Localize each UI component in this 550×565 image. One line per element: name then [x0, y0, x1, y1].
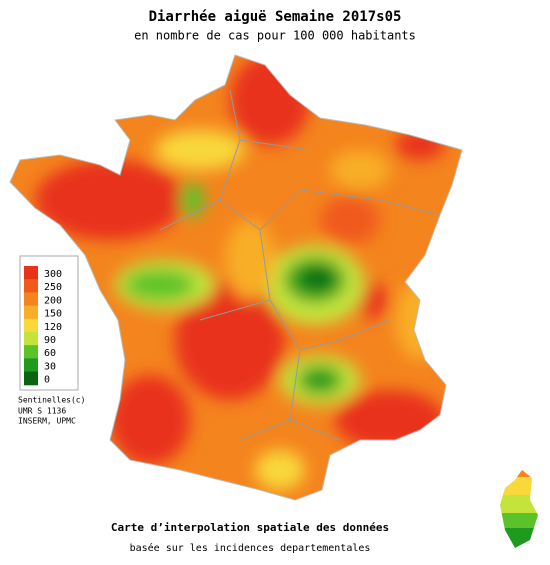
legend-swatch	[24, 371, 38, 386]
legend-swatch	[24, 345, 38, 359]
legend-swatch	[24, 332, 38, 346]
legend-label: 30	[44, 361, 56, 372]
legend-swatch	[24, 358, 38, 373]
legend-swatch	[24, 279, 38, 293]
legend-swatch	[24, 266, 38, 280]
footer-subtitle: basée sur les incidences departementales	[130, 542, 371, 554]
legend-swatch	[24, 305, 38, 320]
credit: UMR S 1136	[18, 407, 66, 416]
legend-label: 200	[44, 295, 62, 306]
credit: Sentinelles(c)	[18, 396, 85, 405]
footer-title: Carte d’interpolation spatiale des donné…	[111, 521, 389, 534]
legend-label: 250	[44, 282, 62, 293]
legend-label: 60	[44, 348, 56, 359]
corsica-map	[500, 470, 538, 548]
france-outline	[9, 54, 463, 501]
subtitle: en nombre de cas pour 100 000 habitants	[134, 29, 416, 43]
legend-swatch	[24, 292, 38, 307]
legend-label: 0	[44, 375, 50, 386]
legend-swatch	[24, 318, 38, 333]
legend-label: 150	[44, 309, 62, 320]
title: Diarrhée aiguë Semaine 2017s05	[149, 9, 402, 25]
legend-label: 90	[44, 335, 56, 346]
credit: INSERM, UPMC	[18, 417, 76, 426]
legend-label: 300	[44, 269, 62, 280]
legend-label: 120	[44, 322, 62, 333]
